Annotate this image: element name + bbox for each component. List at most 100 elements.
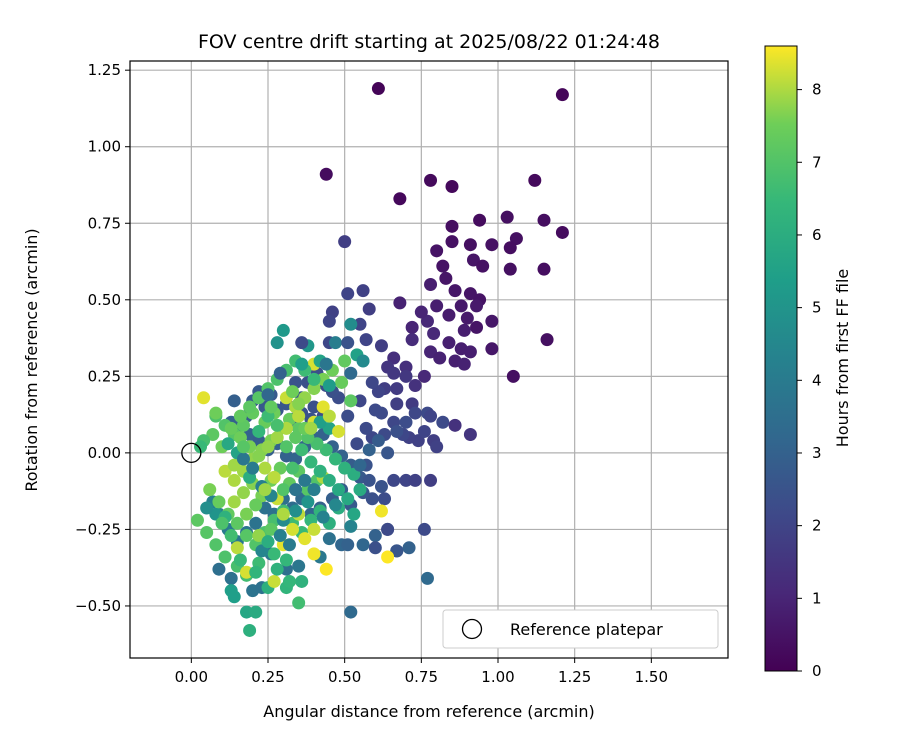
data-point — [319, 357, 333, 371]
data-point — [236, 486, 250, 500]
data-point — [378, 492, 392, 506]
data-point — [295, 357, 309, 371]
data-point — [424, 173, 438, 187]
data-point — [399, 360, 413, 374]
y-tick-label: 1.00 — [88, 138, 121, 156]
data-point — [267, 574, 281, 588]
data-point — [439, 271, 453, 285]
data-point — [368, 541, 382, 555]
data-point — [338, 235, 352, 249]
data-point — [270, 336, 284, 350]
data-point — [359, 333, 373, 347]
data-point — [362, 473, 376, 487]
data-point — [436, 259, 450, 273]
data-point — [221, 437, 235, 451]
colorbar-ticks: 0 1 2 3 4 5 6 7 8 — [797, 81, 822, 680]
data-point — [470, 320, 484, 334]
grid-lines — [130, 61, 728, 658]
data-point — [298, 532, 312, 546]
data-point — [240, 605, 254, 619]
data-point — [200, 525, 214, 539]
plot-frame — [129, 60, 729, 659]
x-axis-label: Angular distance from reference (arcmin) — [263, 702, 594, 721]
data-point — [289, 483, 303, 497]
data-point — [249, 516, 263, 530]
data-point — [197, 391, 211, 405]
data-point — [243, 400, 257, 414]
data-point — [273, 461, 287, 475]
data-point — [537, 262, 551, 276]
data-point — [381, 522, 395, 536]
data-point — [261, 440, 275, 454]
y-tick-label: 0.00 — [88, 444, 121, 462]
data-point — [374, 504, 388, 518]
data-point — [319, 562, 333, 576]
y-tick-label: −0.25 — [75, 520, 121, 538]
y-tick-label: 0.50 — [88, 291, 121, 309]
data-point — [289, 504, 303, 518]
data-point — [282, 574, 296, 588]
data-point — [319, 443, 333, 457]
data-point — [286, 385, 300, 399]
data-point — [387, 351, 401, 365]
data-point — [307, 483, 321, 497]
data-point — [203, 483, 217, 497]
data-point — [279, 562, 293, 576]
y-axis: −0.50 −0.25 0.00 0.25 0.50 0.75 1.00 1.25 — [75, 61, 130, 615]
data-point — [371, 82, 385, 96]
y-tick-label: −0.50 — [75, 597, 121, 615]
data-point — [227, 590, 241, 604]
data-point — [368, 403, 382, 417]
data-point — [470, 299, 484, 313]
colorbar-tick-label: 4 — [812, 371, 822, 389]
data-point — [261, 535, 275, 549]
data-point — [233, 409, 247, 423]
data-point — [344, 394, 358, 408]
data-point — [215, 516, 229, 530]
data-point — [295, 574, 309, 588]
data-point — [341, 538, 355, 552]
data-point — [463, 287, 477, 301]
data-point — [503, 262, 517, 276]
data-point — [374, 339, 388, 353]
data-point — [292, 409, 306, 423]
data-point — [298, 473, 312, 487]
data-point — [356, 284, 370, 298]
data-point — [209, 538, 223, 552]
data-point — [227, 394, 241, 408]
data-point — [313, 415, 327, 429]
data-point — [408, 473, 422, 487]
data-point — [322, 379, 336, 393]
data-point — [347, 507, 361, 521]
data-point — [206, 428, 220, 442]
data-point — [286, 522, 300, 536]
data-point — [258, 483, 272, 497]
colorbar-tick-label: 1 — [812, 589, 822, 607]
data-point — [509, 232, 523, 246]
data-point — [393, 296, 407, 310]
y-tick-label: 1.25 — [88, 61, 121, 79]
data-point — [227, 473, 241, 487]
colorbar-tick-label: 2 — [812, 517, 822, 535]
data-point — [286, 461, 300, 475]
data-point — [264, 400, 278, 414]
data-point — [387, 366, 401, 380]
data-point — [224, 529, 238, 543]
legend-box — [442, 609, 719, 649]
data-point — [506, 369, 520, 383]
data-point — [236, 452, 250, 466]
data-point — [399, 473, 413, 487]
data-point — [240, 529, 254, 543]
data-point — [405, 320, 419, 334]
data-point — [322, 473, 336, 487]
x-tick-label: 1.25 — [558, 668, 591, 686]
data-point — [218, 464, 232, 478]
data-point — [424, 345, 438, 359]
data-point — [555, 88, 569, 102]
data-point — [353, 394, 367, 408]
data-point — [402, 541, 416, 555]
x-tick-label: 0.50 — [328, 668, 361, 686]
data-point — [390, 382, 404, 396]
data-point — [359, 421, 373, 435]
data-point — [289, 431, 303, 445]
